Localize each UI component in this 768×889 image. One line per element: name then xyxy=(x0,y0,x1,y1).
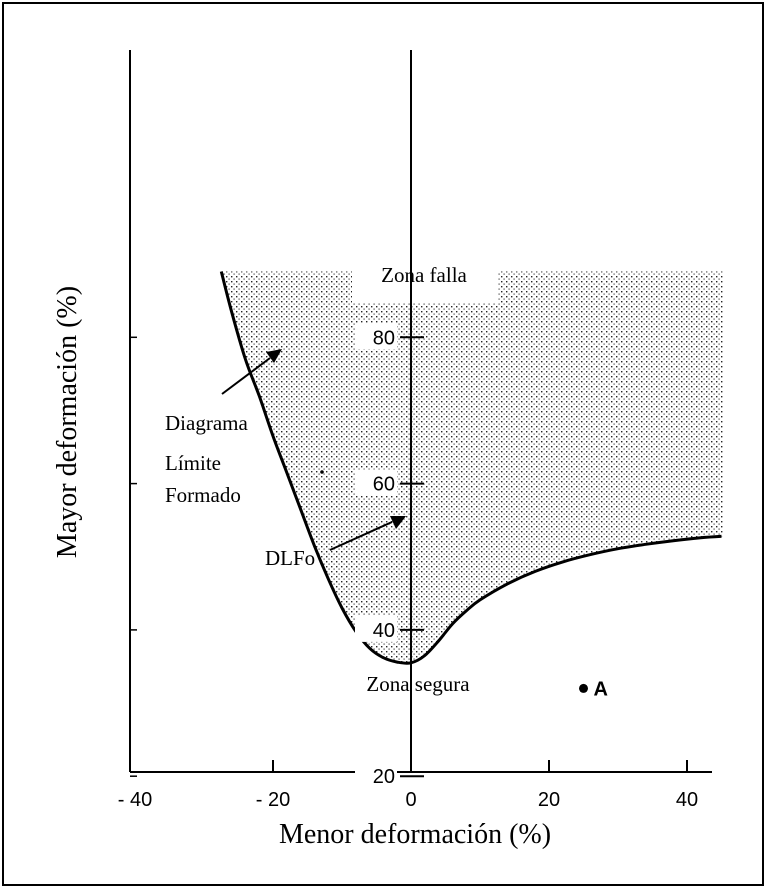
y-tick-label: 80 xyxy=(373,327,395,349)
y-tick-label: 40 xyxy=(373,620,395,642)
failure-zone-area xyxy=(221,271,724,664)
y-tick-label: 60 xyxy=(373,474,395,496)
y-axis-ticks: 20 40 60 80 xyxy=(130,323,424,789)
x-tick-label: 20 xyxy=(538,789,560,811)
curve-label-arrow xyxy=(221,349,282,395)
x-axis-title: Menor deformación (%) xyxy=(279,819,551,850)
point-a-marker xyxy=(579,683,588,693)
x-tick-label: 0 xyxy=(405,789,416,811)
y-tick-label: 20 xyxy=(373,766,395,788)
y-tick-label-bg xyxy=(355,762,397,789)
curve-label-line-3: Formado xyxy=(165,483,241,507)
x-tick-label: - 40 xyxy=(118,789,152,811)
curve-label-line-2: Límite xyxy=(165,451,221,475)
failure-zone-label: Zona falla xyxy=(381,263,467,287)
speck-mark xyxy=(320,470,324,474)
curve-label-line-1: Diagrama xyxy=(165,411,248,435)
failure-zone-label-box xyxy=(352,245,498,303)
y-tick-label-bg xyxy=(355,469,397,496)
y-tick-label-bg xyxy=(355,323,397,350)
safe-zone-label: Zona segura xyxy=(366,672,470,696)
vertex-arrow xyxy=(329,516,406,551)
x-tick-label: - 20 xyxy=(256,789,290,811)
x-tick-label: 40 xyxy=(676,789,698,811)
vertex-label: DLFo xyxy=(265,546,315,570)
y-tick-label-bg xyxy=(355,615,397,642)
x-axis-ticks: - 40 - 20 0 20 40 xyxy=(118,760,698,811)
point-a-label: A xyxy=(594,678,608,700)
y-axis-title: Mayor deformación (%) xyxy=(52,286,83,558)
